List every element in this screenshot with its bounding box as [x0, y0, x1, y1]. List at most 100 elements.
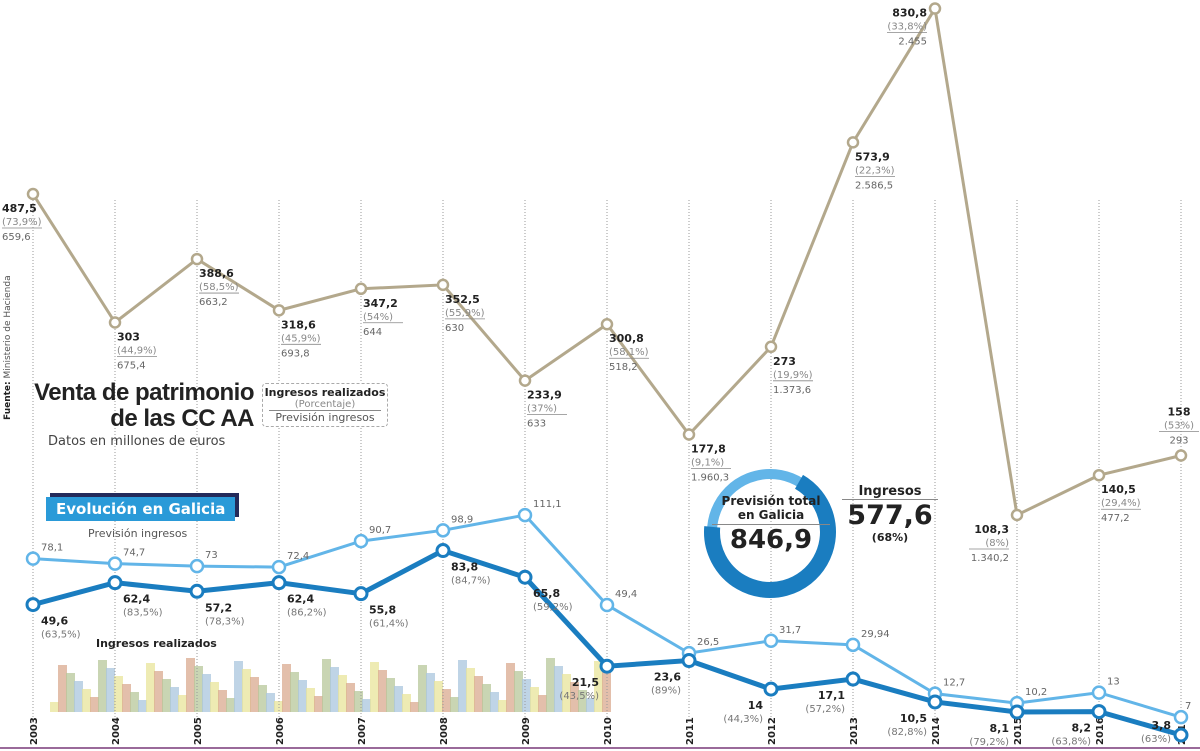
skyline-building: [226, 698, 235, 712]
ccaa-pct-label: (29,4%): [1101, 498, 1141, 509]
ingresos-pct-label: (79,2%): [969, 737, 1009, 748]
prevision-value-label: 73: [205, 550, 218, 561]
skyline-building: [370, 662, 379, 712]
skyline-building: [498, 700, 507, 712]
skyline-building: [490, 692, 499, 712]
galicia-donut: [704, 466, 836, 598]
ccaa-prevision-label: 2.586,5: [855, 180, 893, 191]
year-label: 2011: [685, 717, 696, 745]
ingresos-pct-label: (63%): [1141, 734, 1171, 745]
prevision-point: [189, 558, 205, 574]
ingresos-value-label: 10,5: [900, 712, 927, 725]
ccaa-prevision-label: 644: [363, 327, 382, 338]
skyline-building: [82, 689, 91, 712]
skyline-building: [234, 661, 243, 712]
skyline-building: [98, 660, 107, 712]
ccaa-point: [108, 316, 122, 329]
ingresos-value-label: 62,4: [123, 593, 150, 606]
prevision-value-label: 74,7: [123, 548, 145, 559]
ingresos-point: [517, 569, 533, 585]
ccaa-pct-label: (33,8%): [887, 22, 927, 33]
skyline-building: [602, 669, 611, 712]
ccaa-point: [1010, 508, 1024, 522]
ingresos-point: [435, 543, 451, 559]
ccaa-prevision-label: 1.960,3: [691, 472, 729, 483]
ingresos-value-label: 57,2: [205, 601, 232, 614]
year-label: 2006: [275, 717, 286, 745]
skyline-building: [442, 689, 451, 712]
ingresos-value: 577,6: [847, 500, 933, 531]
skyline-building: [546, 658, 555, 712]
ccaa-pct-label: (58,1%): [609, 347, 649, 358]
ingresos-value-label: 21,5: [572, 676, 599, 689]
skyline-building: [506, 663, 515, 712]
ingresos-point: [763, 681, 779, 697]
ccaa-pct-label: (22,3%): [855, 165, 895, 176]
skyline-building: [242, 669, 251, 712]
prevision-point: [435, 523, 451, 538]
ccaa-ingresos-label: 108,3: [974, 523, 1009, 536]
skyline-building: [58, 665, 67, 712]
prevision-value-label: 26,5: [697, 637, 719, 648]
skyline-building: [250, 677, 259, 712]
ingresos-point: [845, 671, 861, 687]
ccaa-ingresos-label: 487,5: [2, 202, 37, 215]
prevision-value-label: 78,1: [41, 543, 63, 554]
ingresos-pct-label: (89%): [651, 686, 681, 697]
ingresos-pct-label: (43,5%): [559, 691, 599, 702]
ingresos-point: [271, 575, 287, 591]
prevision-point: [763, 633, 779, 649]
skyline-building: [346, 683, 355, 712]
ccaa-prevision-label: 293: [1169, 436, 1188, 447]
ingresos-pct-label: (84,7%): [451, 576, 491, 587]
ingresos-value-label: 65,8: [533, 587, 560, 600]
ccaa-pct-label: (73,9%): [2, 217, 42, 228]
year-label: 2003: [29, 717, 40, 745]
skyline-building: [410, 702, 419, 712]
ccaa-ingresos-label: 352,5: [445, 293, 480, 306]
skyline-building: [306, 688, 315, 712]
ingresos-point: [107, 575, 123, 591]
year-label: 2007: [357, 717, 368, 745]
ingresos-point: [681, 653, 697, 669]
skyline-building: [314, 696, 323, 712]
prevision-point: [353, 533, 369, 549]
ingresos-point: [1091, 704, 1107, 720]
skyline-building: [202, 674, 211, 712]
ccaa-point: [600, 317, 614, 331]
skyline-building: [434, 681, 443, 712]
prevision-value-label: 49,4: [615, 589, 637, 600]
year-label: 2004: [111, 717, 122, 745]
ccaa-prevision-label: 1.340,2: [971, 553, 1009, 564]
year-label: 2014: [931, 717, 942, 745]
ccaa-prevision-label: 630: [445, 323, 464, 334]
prevision-value-label: 111,1: [533, 499, 562, 510]
ingresos-heading: Ingresos: [842, 484, 938, 500]
prevision-point: [271, 559, 287, 575]
ingresos-value-label: 62,4: [287, 593, 314, 606]
skyline-building: [130, 692, 139, 712]
ccaa-point: [272, 304, 286, 317]
skyline-building: [146, 663, 155, 712]
skyline-building: [378, 670, 387, 712]
legend-ingresos: Ingresos realizados: [264, 386, 386, 399]
skyline-building: [330, 667, 339, 712]
prevision-point: [1091, 685, 1107, 700]
ccaa-point: [846, 136, 860, 149]
ingresos-pct-label: (86,2%): [287, 608, 327, 619]
ingresos-pct: (68%): [871, 531, 909, 544]
ccaa-pct-label: (45,9%): [281, 333, 321, 344]
legend-pct: (Porcentaje): [269, 399, 381, 411]
skyline-building: [538, 695, 547, 712]
year-label: 2005: [193, 717, 204, 745]
ccaa-prevision-label: 477,2: [1101, 513, 1130, 524]
year-gridlines: [0, 200, 1200, 749]
ccaa-prevision-label: 633: [527, 419, 546, 430]
prevision-point: [1173, 709, 1189, 725]
donut-center: Previsión total en Galicia 846,9: [712, 494, 830, 555]
skyline-building: [554, 666, 563, 712]
skyline-building: [170, 687, 179, 712]
skyline-building: [162, 679, 171, 712]
ccaa-prevision-label: 1.373,6: [773, 385, 811, 396]
source: Fuente: Ministerio de Hacienda: [3, 275, 14, 420]
